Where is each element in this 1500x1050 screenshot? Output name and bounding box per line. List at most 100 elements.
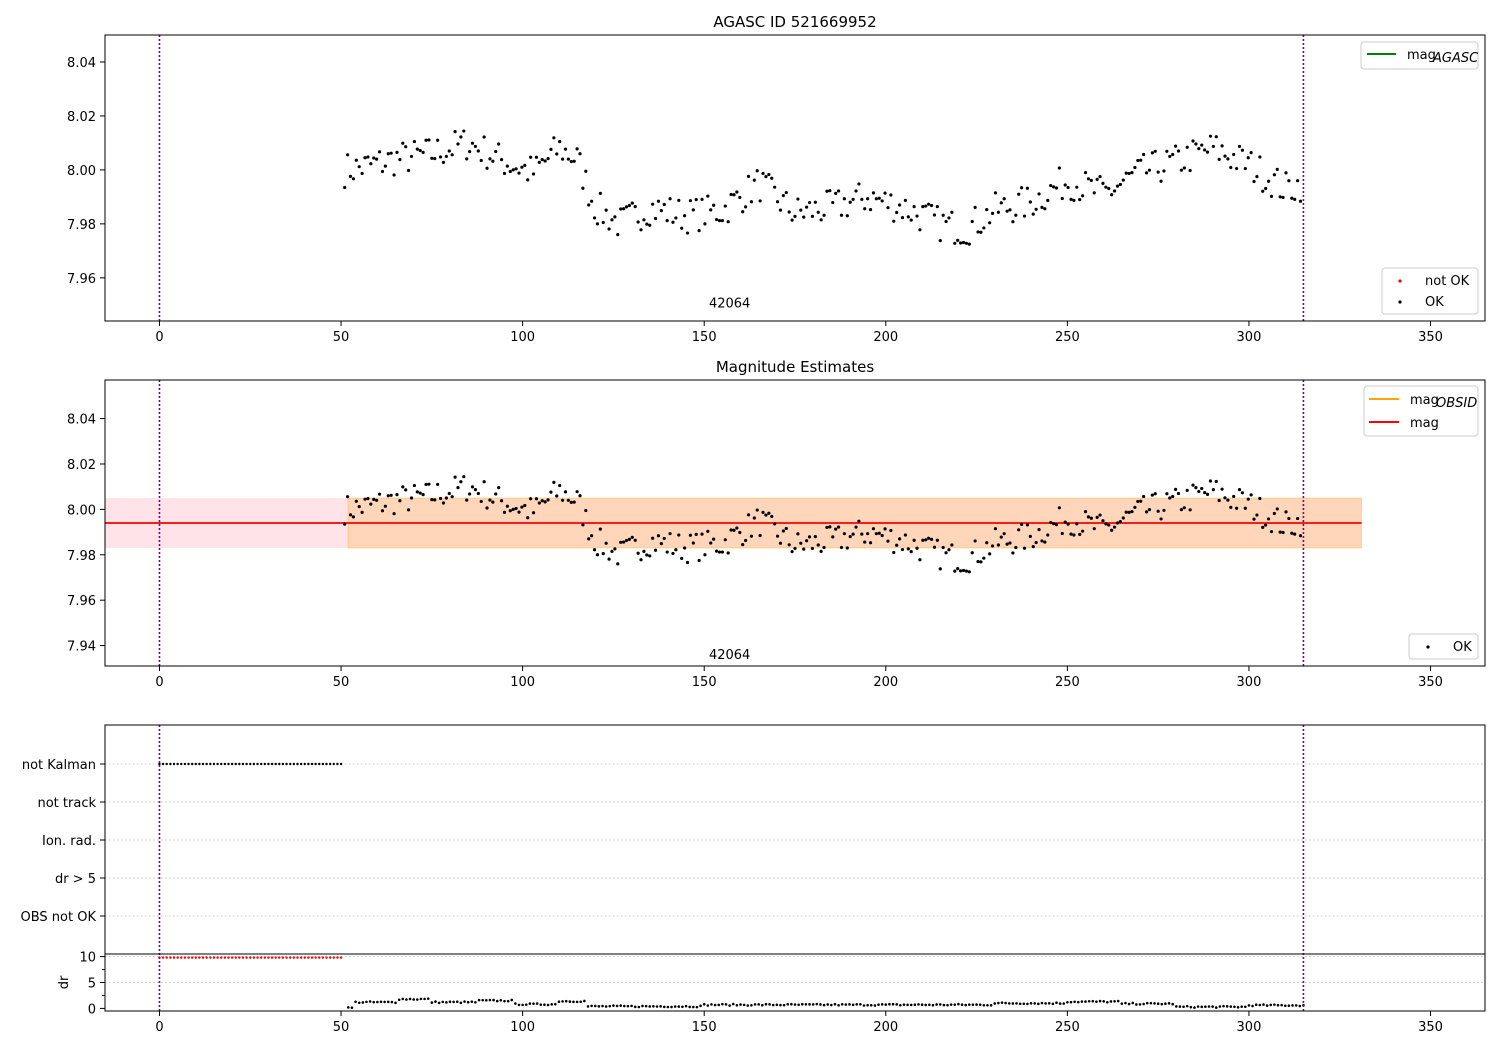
data-point-ok (345, 153, 350, 157)
dr-point-clipped (187, 956, 190, 959)
data-point-ok (1028, 534, 1032, 538)
flag-point-not-kalman (270, 762, 274, 766)
dr-point (782, 1003, 786, 1007)
flag-point-not-kalman (230, 762, 234, 766)
dr-point (564, 999, 568, 1003)
data-point-ok (921, 205, 925, 209)
data-point-ok (979, 560, 983, 564)
data-point-ok (470, 141, 475, 145)
dr-point (706, 1004, 710, 1007)
data-point-ok (360, 510, 364, 514)
dr-point (419, 997, 423, 1001)
data-point-ok (1022, 546, 1027, 550)
data-point-ok (1173, 144, 1178, 148)
dr-point (1047, 1001, 1051, 1005)
dr-point (550, 1003, 553, 1006)
data-point-ok (392, 512, 396, 516)
x-tick-label: 0 (155, 330, 163, 345)
dr-point (601, 1004, 604, 1008)
dr-point (1291, 1004, 1294, 1007)
dr-point (997, 1001, 1000, 1005)
flag-point-not-kalman (318, 762, 321, 766)
data-point-ok (880, 533, 884, 538)
dr-point (535, 1002, 539, 1005)
data-point-ok (735, 190, 739, 194)
x-tick-label: 250 (1055, 1020, 1080, 1035)
data-point-ok (572, 159, 576, 163)
dr-point (619, 1004, 622, 1007)
data-point-ok (717, 550, 722, 554)
data-point-ok (816, 210, 820, 214)
data-point-ok (494, 492, 498, 496)
data-point-ok (421, 493, 425, 497)
flag-point-not-kalman (256, 762, 259, 766)
data-point-ok (1205, 150, 1210, 154)
dr-point (652, 1004, 655, 1008)
dr-point (1000, 1001, 1004, 1004)
dr-point (949, 1003, 953, 1006)
data-point-ok (744, 205, 748, 209)
data-point-ok (1069, 532, 1073, 536)
dr-point (626, 1004, 630, 1008)
dr-point (1244, 1005, 1247, 1009)
flag-point-not-kalman (281, 762, 285, 766)
data-point-ok (1203, 490, 1207, 495)
dr-point (1124, 1001, 1127, 1005)
dr-point (775, 1003, 779, 1007)
data-point-ok (915, 546, 919, 550)
data-point-ok (563, 147, 568, 151)
data-point-ok (610, 549, 614, 553)
data-point-ok (683, 214, 687, 218)
data-point-ok (630, 201, 634, 205)
data-point-ok (540, 158, 544, 162)
data-point-ok (778, 541, 783, 545)
data-point-ok (1078, 197, 1082, 202)
dr-point (1240, 1005, 1243, 1008)
data-point-ok (575, 147, 579, 151)
flag-point-not-kalman (263, 762, 266, 766)
data-point-ok (863, 540, 867, 544)
data-point-ok (732, 193, 736, 197)
data-point-ok (369, 502, 373, 506)
data-point-ok (988, 552, 992, 556)
data-point-ok (932, 545, 937, 549)
data-point-ok (685, 231, 690, 235)
data-point-ok (587, 203, 591, 207)
data-point-ok (1211, 488, 1215, 492)
data-point-ok (360, 171, 364, 176)
x-tick-label: 250 (1055, 675, 1080, 690)
data-point-ok (834, 191, 838, 195)
flag-point-not-kalman (299, 762, 303, 766)
data-point-ok (1124, 510, 1128, 514)
data-point-ok (988, 221, 992, 225)
flag-point-not-kalman (161, 762, 165, 766)
data-point-ok (1142, 494, 1146, 499)
dr-point (557, 1000, 561, 1004)
dr-point-clipped (270, 956, 274, 959)
data-point-ok (871, 527, 876, 531)
data-point-ok (1051, 185, 1056, 189)
dr-point (750, 1004, 753, 1007)
dr-point (917, 1003, 920, 1006)
data-point-ok (694, 532, 698, 536)
data-point-ok (1293, 532, 1297, 536)
dr-point (524, 1003, 528, 1006)
data-point-ok (677, 198, 681, 202)
data-point-ok (706, 194, 710, 198)
data-point-ok (621, 540, 626, 544)
data-point-ok (566, 157, 570, 161)
data-point-ok (662, 536, 666, 541)
x-tick-label: 250 (1055, 330, 1080, 345)
data-point-ok (497, 142, 501, 146)
data-point-ok (607, 227, 611, 231)
data-point-ok (1081, 529, 1085, 533)
dr-point (931, 1003, 935, 1007)
data-point-ok (569, 159, 573, 164)
data-point-ok (961, 240, 966, 245)
data-point-ok (1200, 143, 1204, 147)
data-point-ok (607, 557, 611, 561)
data-point-ok (505, 164, 509, 168)
dr-point (561, 1000, 564, 1003)
data-point-ok (831, 535, 835, 539)
data-point-ok (549, 490, 553, 494)
